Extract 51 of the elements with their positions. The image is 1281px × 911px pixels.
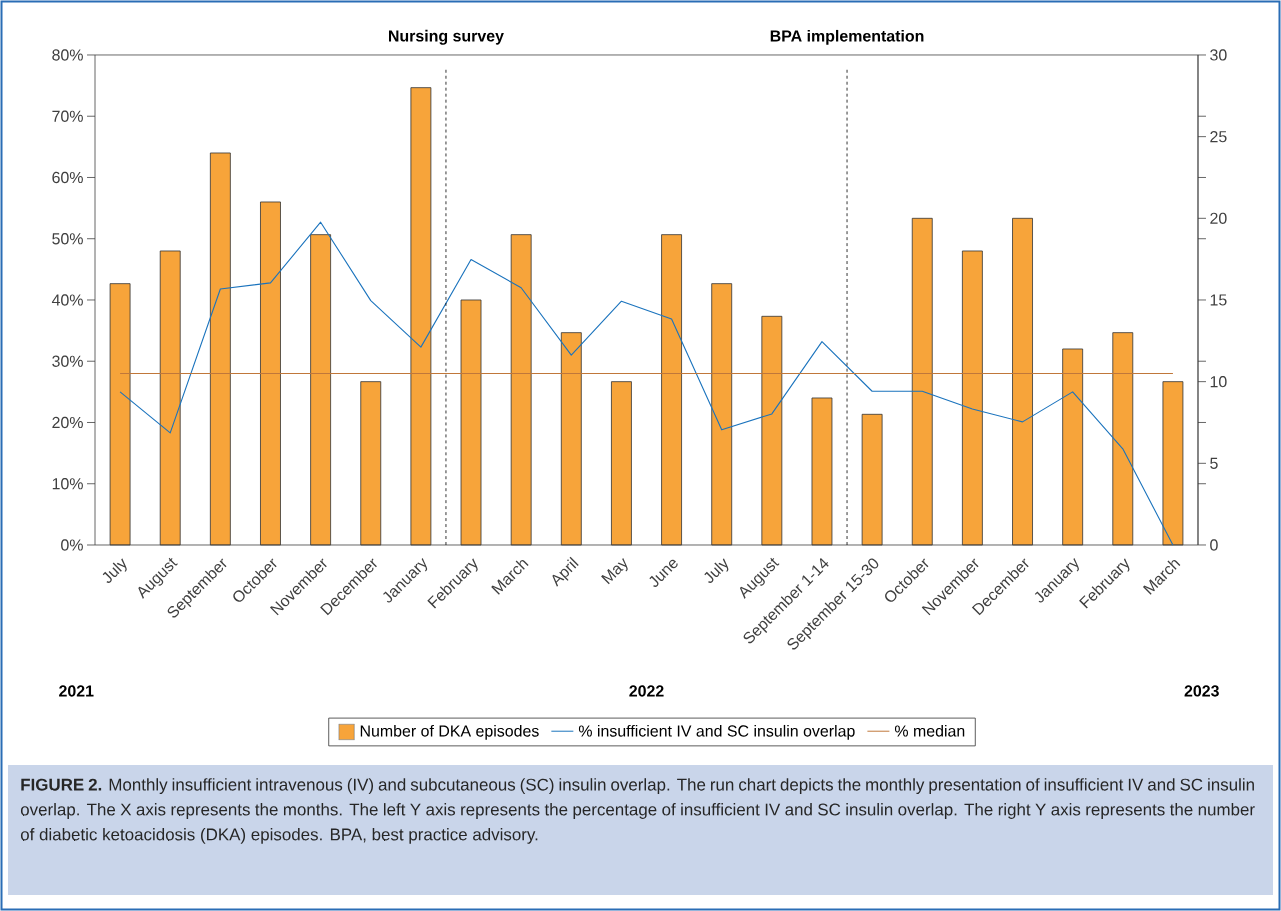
bar bbox=[661, 234, 682, 546]
bar bbox=[209, 152, 231, 546]
y-tick-label: 70% bbox=[52, 110, 83, 122]
bar bbox=[1012, 217, 1033, 546]
text: Nursing survey bbox=[389, 29, 504, 45]
bar bbox=[711, 283, 733, 546]
y2-tick-label: 15 bbox=[1210, 294, 1227, 306]
text: FIGURE 2. Monthly insufficient intravenous (IV) and subcutaneous (SC) insulin overlap. The run chart depicts the monthly presentation of insufficient IV and SC insulin overlap. The X axis represents the months. The left Y axis represents the percentage of insufficient IV and SC insulin overlap. The right Y axis represents the number of diabetic ketoacidosis (DKA) episodes. BPA, best practice advisory. bbox=[20, 778, 1255, 844]
bar bbox=[109, 283, 131, 546]
x-tick-label: May bbox=[601, 557, 628, 585]
bar bbox=[961, 250, 983, 546]
bar bbox=[260, 201, 281, 546]
bar bbox=[310, 234, 332, 546]
bar bbox=[510, 234, 532, 546]
y-tick-label: 80% bbox=[52, 49, 83, 61]
text: BPA implementation bbox=[770, 29, 924, 45]
y2-tick-label: 0 bbox=[1210, 539, 1218, 551]
bar bbox=[911, 217, 933, 546]
x-tick-label: July bbox=[102, 558, 127, 583]
bar bbox=[811, 397, 833, 546]
legend-label: % insufficient IV and SC insulin overlap bbox=[578, 724, 855, 740]
text: 2022 bbox=[629, 685, 664, 697]
line-series bbox=[119, 221, 1174, 546]
y-tick-label: 0% bbox=[61, 539, 83, 551]
text: 2021 bbox=[59, 685, 94, 697]
y2-tick-label: 10 bbox=[1210, 376, 1227, 388]
bar bbox=[460, 299, 482, 546]
bar bbox=[761, 315, 783, 546]
y-tick-label: 60% bbox=[52, 171, 83, 184]
bar bbox=[360, 381, 382, 546]
bar bbox=[560, 332, 582, 546]
bar bbox=[159, 250, 181, 546]
x-tick-label: July bbox=[704, 558, 729, 583]
y-tick-label: 40% bbox=[51, 294, 83, 306]
bar bbox=[410, 87, 432, 546]
y-tick-label: 50% bbox=[52, 233, 83, 245]
y2-tick-label: 20 bbox=[1210, 212, 1227, 224]
y-tick-label: 30% bbox=[52, 355, 83, 367]
bar bbox=[861, 413, 883, 546]
y-tick-label: 20% bbox=[52, 416, 83, 429]
legend-label: Number of DKA episodes bbox=[360, 724, 539, 740]
y2-tick-label: 25 bbox=[1210, 131, 1227, 143]
y-tick-label: 10% bbox=[52, 478, 83, 490]
bar bbox=[1112, 332, 1134, 546]
bar bbox=[1162, 381, 1184, 546]
bar bbox=[1062, 348, 1084, 546]
text: 2023 bbox=[1184, 685, 1219, 697]
legend-label: % median bbox=[894, 724, 965, 737]
y2-tick-label: 30 bbox=[1210, 49, 1227, 61]
y2-tick-label: 5 bbox=[1210, 457, 1218, 469]
bar bbox=[611, 381, 632, 546]
